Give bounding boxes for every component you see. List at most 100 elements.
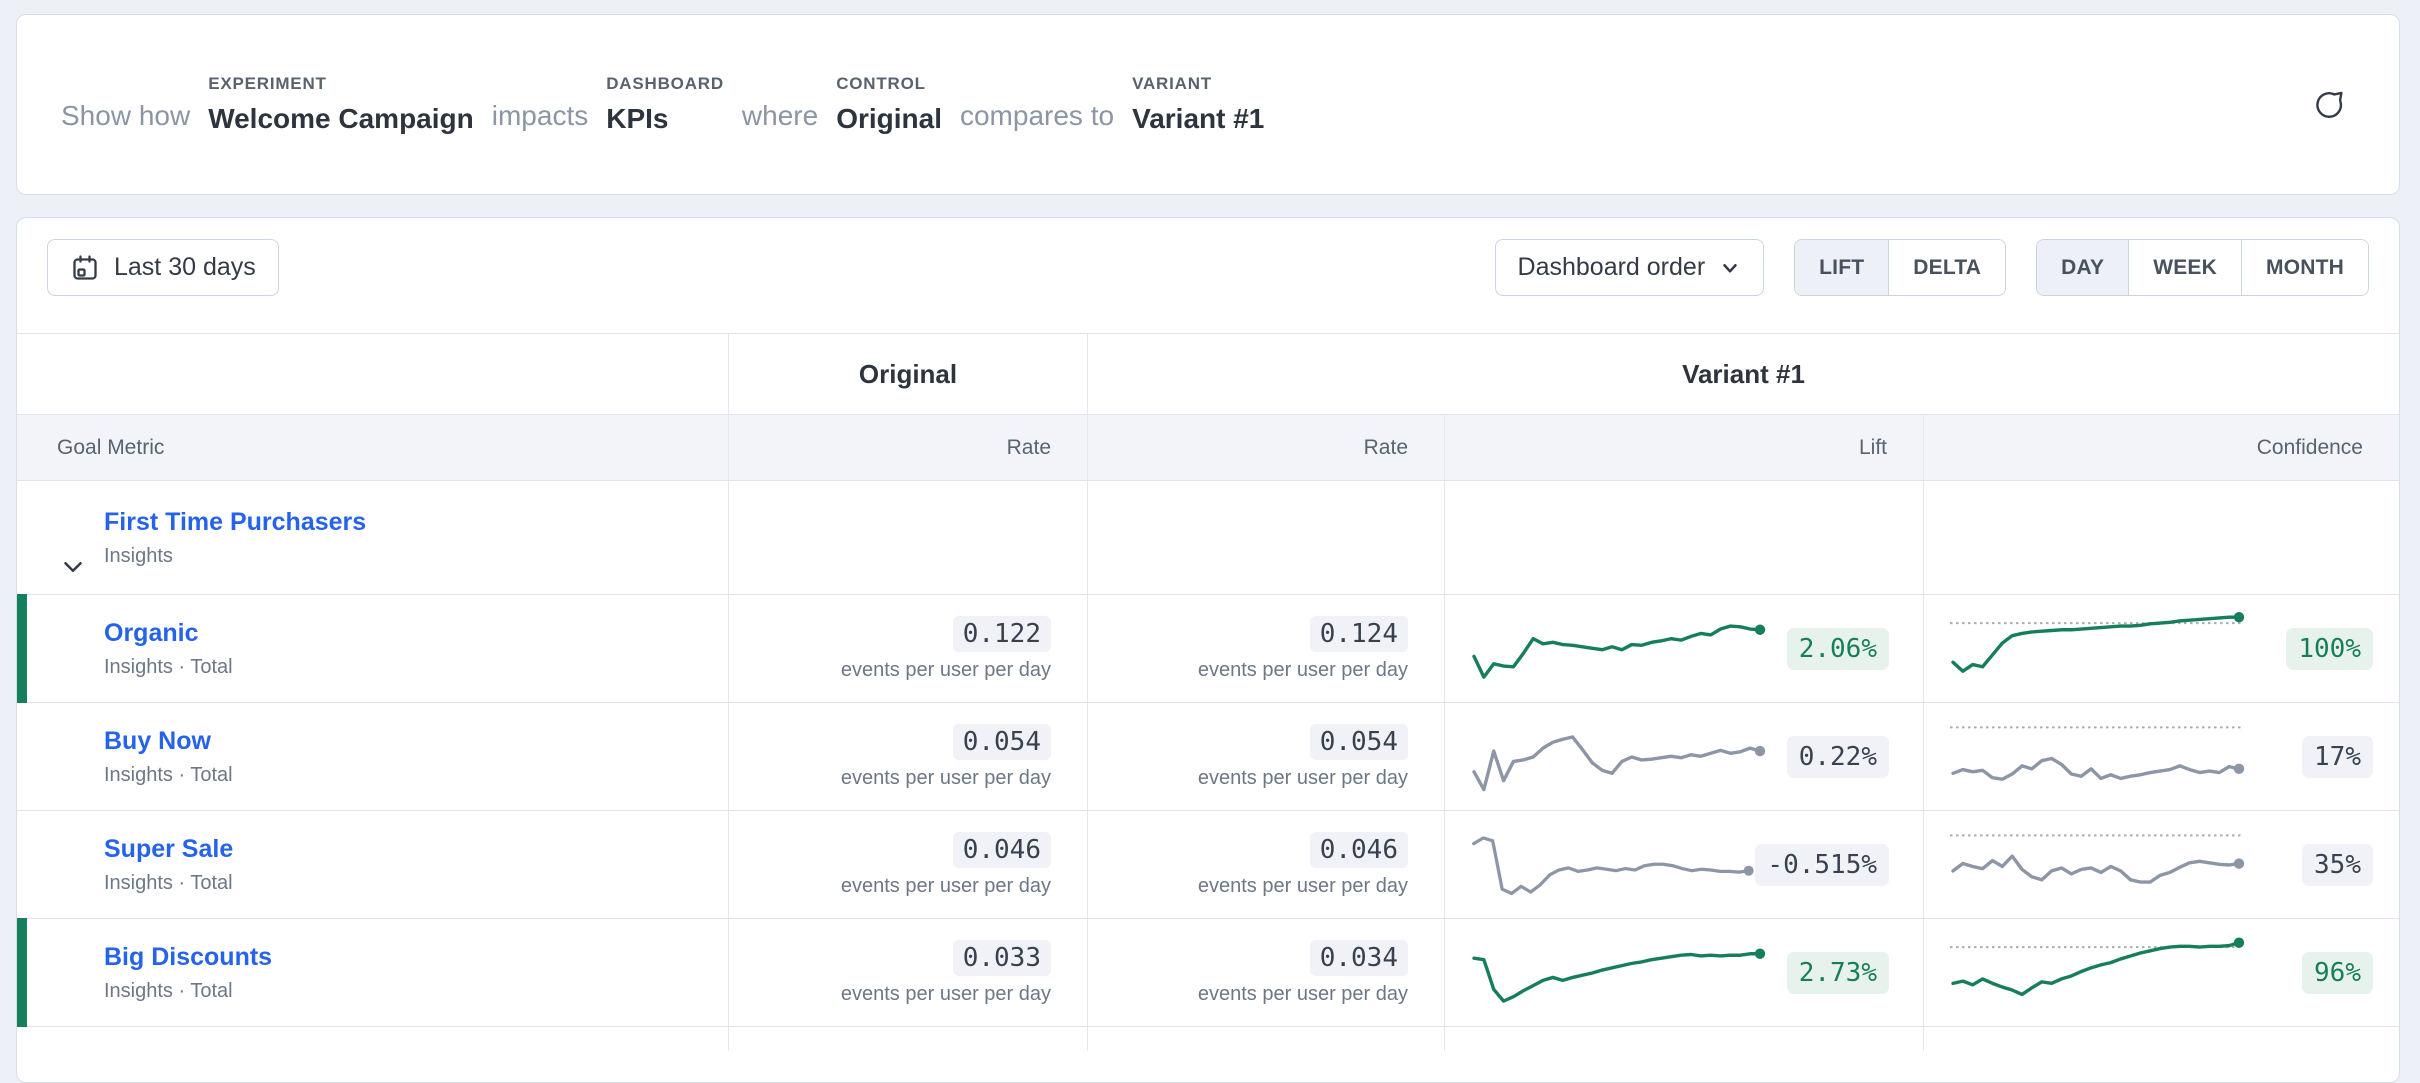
clipped-next-row (17, 1027, 2399, 1051)
lift-value-badge: -0.515% (1755, 843, 1889, 886)
original-rate-value: 0.054 (952, 723, 1051, 760)
metric-link[interactable]: Big Discounts (104, 942, 273, 971)
toggle-option-lift[interactable]: LIFT (1795, 240, 1890, 295)
dashboard-field[interactable]: DASHBOARD KPIs (606, 74, 724, 135)
chevron-down-icon (64, 561, 82, 573)
lift-sparkline (1472, 623, 1766, 679)
report-sentence: Show how EXPERIMENT Welcome Campaign imp… (61, 74, 1264, 135)
lift-value-badge: 0.22% (1786, 735, 1889, 778)
dashboard-label: DASHBOARD (606, 74, 724, 93)
experiment-field[interactable]: EXPERIMENT Welcome Campaign (208, 74, 474, 135)
dashboard-value[interactable]: KPIs (606, 103, 669, 134)
confidence-cell: 35% (1924, 811, 2399, 918)
sentence-intro: Show how (61, 100, 191, 131)
toggle-option-week[interactable]: WEEK (2129, 240, 2242, 295)
metric-link[interactable]: Organic (104, 618, 199, 647)
calendar-icon (73, 254, 97, 280)
rate-unit: events per user per day (840, 658, 1051, 681)
metric-row-organic: Organic Insights · Total 0.122 events pe… (17, 594, 2399, 703)
group-header-variant: Variant #1 (1682, 358, 1805, 389)
variant-label: VARIANT (1132, 74, 1212, 93)
metric-row-super-sale: Super Sale Insights · Total 0.046 events… (17, 811, 2399, 919)
metric-name-cell: Buy Now Insights · Total (17, 703, 729, 810)
rate-unit: events per user per day (1197, 658, 1408, 681)
metric-row-buy-now: Buy Now Insights · Total 0.054 events pe… (17, 703, 2399, 811)
lift-delta-toggle: LIFT DELTA (1794, 239, 2007, 296)
dashboard-group-subtitle: Insights (104, 544, 173, 567)
variant-rate-cell: 0.046 events per user per day (1088, 811, 1445, 918)
variant-rate-value: 0.034 (1309, 939, 1408, 976)
experiment-value[interactable]: Welcome Campaign (208, 103, 474, 134)
rate-unit: events per user per day (1197, 766, 1408, 789)
collapse-group-button[interactable] (59, 553, 89, 583)
empty-cell (1445, 481, 1924, 594)
dashboard-toolbar: Last 30 days Dashboard order LIFT DELTA … (17, 218, 2399, 333)
metric-subtitle: Insights · Total (104, 871, 233, 894)
lift-value-badge: 2.73% (1786, 951, 1889, 994)
lift-cell: -0.515% (1445, 811, 1924, 918)
original-rate-cell: 0.054 events per user per day (729, 703, 1088, 810)
lift-sparkline (1472, 734, 1766, 791)
sentence-compares-to: compares to (959, 100, 1115, 131)
control-field[interactable]: CONTROL Original (836, 74, 942, 135)
empty-cell (1088, 481, 1445, 594)
original-rate-cell: 0.046 events per user per day (729, 811, 1088, 918)
refresh-icon (2316, 91, 2343, 118)
confidence-sparkline (1950, 833, 2245, 884)
column-header-original-rate[interactable]: Rate (729, 415, 1088, 480)
rate-unit: events per user per day (1197, 874, 1408, 897)
dashboard-group-row: First Time Purchasers Insights (17, 481, 2399, 595)
column-header-confidence[interactable]: Confidence (2256, 435, 2363, 459)
confidence-value-badge: 96% (2302, 951, 2373, 994)
confidence-value-badge: 100% (2286, 627, 2373, 670)
toggle-option-delta[interactable]: DELTA (1889, 240, 2006, 295)
metric-name-cell: Organic Insights · Total (17, 595, 729, 702)
variant-field[interactable]: VARIANT Variant #1 (1132, 74, 1264, 135)
rate-unit: events per user per day (840, 982, 1051, 1005)
kpi-dashboard-card: Last 30 days Dashboard order LIFT DELTA … (16, 217, 2400, 1083)
toggle-option-month[interactable]: MONTH (2242, 240, 2368, 295)
metric-subtitle: Insights · Total (104, 655, 233, 678)
granularity-toggle: DAY WEEK MONTH (2036, 239, 2369, 296)
dashboard-order-label: Dashboard order (1517, 253, 1706, 281)
variant-rate-value: 0.046 (1309, 831, 1408, 868)
dashboard-group-cell: First Time Purchasers Insights (17, 481, 729, 594)
lift-sparkline (1472, 948, 1766, 1003)
variant-rate-value: 0.054 (1309, 723, 1408, 760)
variant-value[interactable]: Variant #1 (1132, 103, 1265, 134)
sentence-impacts: impacts (491, 100, 589, 131)
experiment-label: EXPERIMENT (208, 74, 327, 93)
dashboard-order-dropdown[interactable]: Dashboard order (1494, 239, 1765, 296)
variant-rate-value: 0.124 (1309, 615, 1408, 652)
lift-cell: 0.22% (1445, 703, 1924, 810)
column-header-variant-rate[interactable]: Rate (1088, 415, 1445, 480)
variant-rate-cell: 0.054 events per user per day (1088, 703, 1445, 810)
control-value[interactable]: Original (836, 103, 942, 134)
empty-cell (1088, 1027, 1445, 1051)
empty-cell (1924, 1027, 2399, 1051)
column-header-row: Goal Metric Rate Rate Lift Confidence (17, 415, 2399, 481)
dashboard-group-link[interactable]: First Time Purchasers (104, 507, 367, 536)
confidence-value-badge: 35% (2302, 843, 2373, 886)
metric-subtitle: Insights · Total (104, 979, 233, 1002)
original-rate-value: 0.046 (952, 831, 1051, 868)
original-rate-value: 0.033 (952, 939, 1051, 976)
metric-subtitle: Insights · Total (104, 763, 233, 786)
refresh-button[interactable] (2303, 79, 2355, 131)
metric-link[interactable]: Super Sale (104, 834, 234, 863)
metric-link[interactable]: Buy Now (104, 726, 211, 755)
column-header-lift[interactable]: Lift (1445, 415, 1924, 480)
rate-unit: events per user per day (1197, 982, 1408, 1005)
confidence-value-badge: 17% (2302, 735, 2373, 778)
variant-rate-cell: 0.034 events per user per day (1088, 919, 1445, 1026)
confidence-sparkline (1950, 936, 2245, 996)
report-header-card: Show how EXPERIMENT Welcome Campaign imp… (16, 14, 2400, 195)
variant-rate-cell: 0.124 events per user per day (1088, 595, 1445, 702)
rate-unit: events per user per day (840, 874, 1051, 897)
date-range-button[interactable]: Last 30 days (47, 239, 279, 296)
column-header-goal-metric[interactable]: Goal Metric (17, 415, 729, 480)
lift-cell: 2.06% (1445, 595, 1924, 702)
toggle-option-day[interactable]: DAY (2037, 240, 2130, 295)
empty-cell (729, 1027, 1088, 1051)
group-header-original: Original (729, 334, 1088, 414)
